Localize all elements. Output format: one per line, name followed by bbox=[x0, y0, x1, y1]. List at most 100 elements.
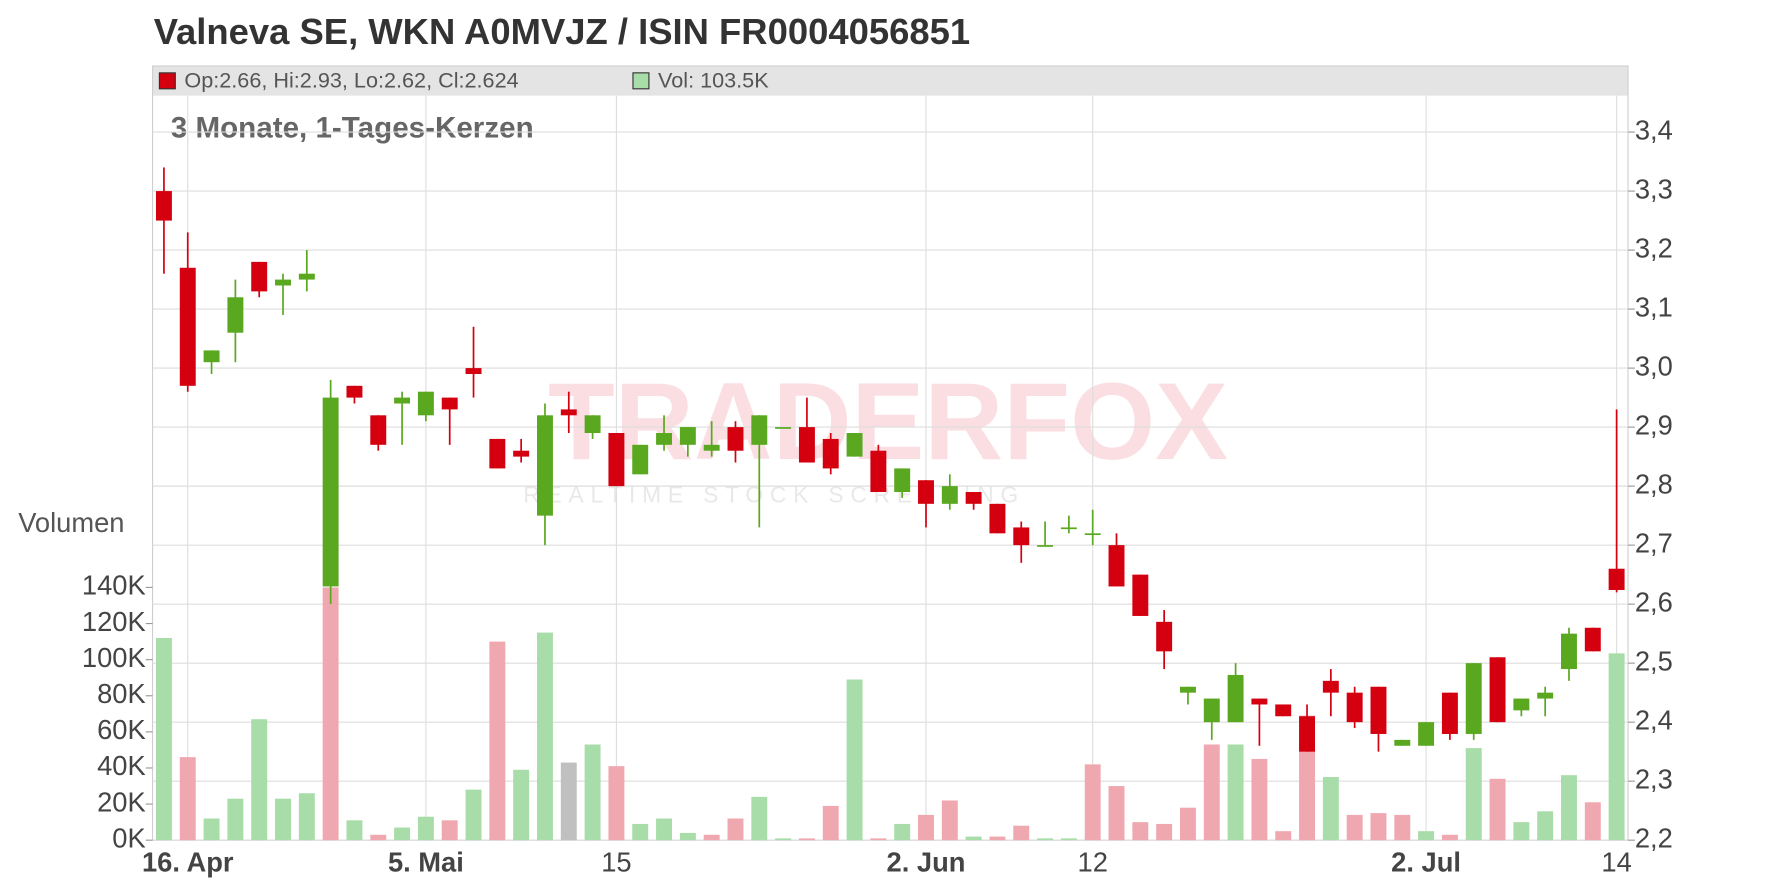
volume-bar bbox=[656, 818, 673, 841]
volume-bar bbox=[1513, 822, 1530, 841]
volume-bar bbox=[1322, 777, 1339, 841]
volume-bar bbox=[632, 823, 649, 841]
candle-body bbox=[489, 438, 506, 469]
volume-bar bbox=[1608, 653, 1625, 841]
y-tick-label: 2,3 bbox=[1635, 763, 1673, 794]
volume-bar bbox=[1465, 748, 1482, 841]
candle-body bbox=[275, 279, 291, 286]
volume-bar bbox=[322, 587, 339, 841]
watermark-brand: TRADERFOX bbox=[548, 361, 1228, 483]
volume-bar bbox=[227, 798, 244, 841]
volume-bar bbox=[1418, 831, 1435, 841]
candle-body bbox=[203, 350, 220, 363]
volume-bar bbox=[1108, 786, 1125, 841]
volume-bar bbox=[1060, 838, 1077, 841]
chart-title: Valneva SE, WKN A0MVJZ / ISIN FR00040568… bbox=[154, 11, 970, 52]
volume-bar bbox=[1370, 813, 1387, 841]
candle-body bbox=[1489, 657, 1506, 723]
candle-body bbox=[679, 427, 696, 445]
candle-body bbox=[1084, 533, 1101, 536]
y2-tick-label: 80K bbox=[97, 678, 146, 709]
x-tick-label: 5. Mai bbox=[388, 846, 464, 877]
candle-body bbox=[870, 450, 887, 493]
y2-tick-label: 100K bbox=[82, 642, 146, 673]
volume-bar bbox=[1227, 744, 1244, 841]
candle-body bbox=[441, 397, 458, 410]
y-tick-label: 2,8 bbox=[1635, 468, 1673, 499]
volume-bar bbox=[275, 798, 291, 841]
y-tick-label: 3,1 bbox=[1635, 291, 1673, 322]
volume-axis-label: Volumen bbox=[18, 507, 124, 538]
candle-body bbox=[417, 391, 434, 416]
candle-body bbox=[1561, 633, 1577, 670]
candle-body bbox=[846, 433, 863, 457]
candle-body bbox=[155, 191, 172, 221]
candle-body bbox=[1346, 692, 1363, 723]
volume-bar bbox=[918, 814, 934, 841]
candle-body bbox=[346, 385, 363, 398]
y2-tick-label: 40K bbox=[97, 750, 146, 781]
volume-bar bbox=[394, 827, 411, 841]
candle-body bbox=[1465, 663, 1482, 734]
candle-body bbox=[632, 444, 649, 475]
y2-tick-label: 60K bbox=[97, 714, 146, 745]
candle-body bbox=[1251, 698, 1268, 705]
candle-body bbox=[822, 438, 839, 469]
y-tick-label: 2,4 bbox=[1635, 704, 1673, 735]
y-tick-label: 3,3 bbox=[1635, 173, 1673, 204]
candle-body bbox=[608, 433, 625, 487]
volume-bar bbox=[584, 744, 601, 841]
candle-body bbox=[1513, 698, 1530, 711]
y-tick-label: 2,6 bbox=[1635, 586, 1673, 617]
candle-body bbox=[941, 486, 958, 504]
candle-body bbox=[179, 267, 196, 386]
volume-bar bbox=[870, 838, 887, 841]
volume-bar bbox=[1156, 823, 1173, 841]
volume-bar bbox=[251, 719, 268, 841]
candle-body bbox=[1037, 545, 1054, 547]
candle-body bbox=[227, 297, 244, 333]
watermark: TRADERFOX REALTIME STOCK SCREENING bbox=[523, 361, 1228, 507]
y-tick-label: 3,4 bbox=[1635, 114, 1673, 145]
y-tick-label: 3,0 bbox=[1635, 350, 1673, 381]
volume-bar bbox=[1203, 744, 1220, 841]
candle-body bbox=[751, 415, 768, 445]
volume-bar bbox=[822, 805, 839, 841]
chart-subtitle: 3 Monate, 1-Tages-Kerzen bbox=[171, 112, 534, 145]
legend-text: Vol: 103.5K bbox=[658, 68, 769, 93]
candle-body bbox=[1156, 621, 1173, 652]
candle-body bbox=[894, 468, 911, 493]
volume-bar bbox=[441, 820, 458, 841]
volume-bar bbox=[1537, 811, 1554, 841]
volume-bar bbox=[941, 800, 958, 841]
volume-bar bbox=[560, 762, 577, 841]
x-tick-label: 14 bbox=[1601, 846, 1631, 877]
candle-body bbox=[1394, 739, 1411, 746]
x-tick-label: 16. Apr bbox=[142, 846, 234, 877]
volume-bar bbox=[1489, 778, 1506, 841]
candle-body bbox=[775, 427, 792, 429]
volume-bar bbox=[703, 834, 720, 841]
candle-body bbox=[798, 427, 815, 463]
candle-body bbox=[536, 415, 553, 516]
candle-body bbox=[560, 409, 577, 416]
candle-body bbox=[1179, 686, 1196, 693]
volume-bar bbox=[894, 823, 911, 841]
volume-bar bbox=[203, 818, 220, 841]
volume-bar bbox=[679, 832, 696, 841]
candle-body bbox=[1275, 704, 1292, 717]
candle-body bbox=[465, 368, 482, 375]
volume-bar bbox=[513, 769, 530, 841]
volume-bar bbox=[370, 834, 387, 841]
y2-tick-label: 0K bbox=[112, 822, 145, 853]
volume-bar bbox=[1441, 834, 1458, 841]
legend-band bbox=[152, 66, 1629, 96]
volume-bar bbox=[1561, 775, 1577, 841]
candle-body bbox=[703, 444, 720, 451]
candle-body bbox=[1299, 716, 1315, 752]
y2-tick-label: 140K bbox=[82, 570, 146, 601]
volume-bar bbox=[1275, 831, 1292, 841]
candle-body bbox=[513, 450, 530, 457]
y-tick-label: 2,7 bbox=[1635, 527, 1673, 558]
